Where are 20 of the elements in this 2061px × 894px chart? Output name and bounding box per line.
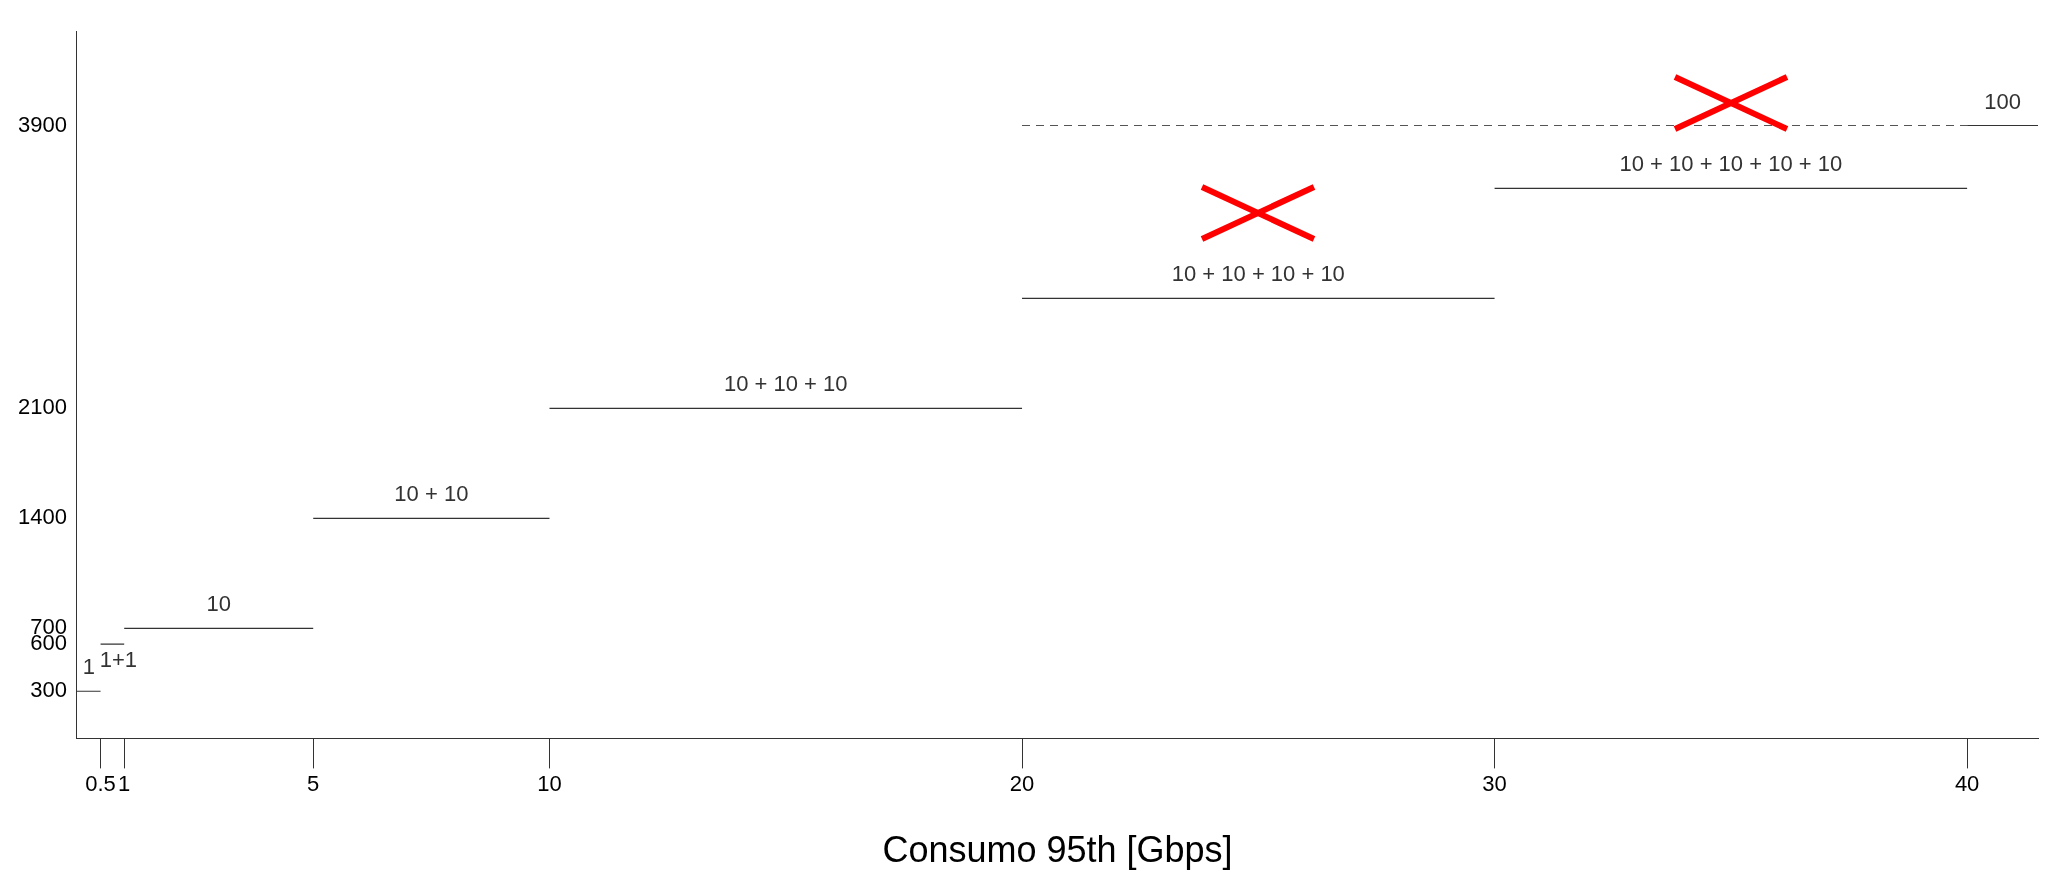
x-tick-label: 40 (1954, 770, 1980, 796)
x-tick-label: 5 (307, 770, 320, 796)
series-label: 10 + 10 (394, 481, 469, 507)
series-label: 10 + 10 + 10 + 10 (1171, 261, 1345, 287)
series-label: 100 (1984, 88, 2021, 114)
x-tick-label: 1 (118, 770, 131, 796)
x-tick-label: 20 (1009, 770, 1035, 796)
series-label: 10 + 10 + 10 (723, 371, 848, 397)
x-tick-label: 0.5 (85, 770, 116, 796)
series-label: 10 + 10 + 10 + 10 + 10 (1619, 151, 1843, 177)
series-label: 1 (82, 654, 95, 680)
series-label: 10 (206, 591, 231, 617)
y-tick-label: 300 (30, 677, 67, 703)
y-tick-label: 3900 (17, 111, 67, 137)
x-axis-title: Consumo 95th [Gbps] (882, 829, 1233, 871)
y-tick-label: 2100 (17, 394, 67, 420)
x-tick-label: 10 (537, 770, 562, 796)
y-tick-label: 1400 (17, 504, 67, 530)
x-tick-label: 30 (1482, 770, 1507, 796)
series-label: 1+1 (99, 647, 138, 673)
